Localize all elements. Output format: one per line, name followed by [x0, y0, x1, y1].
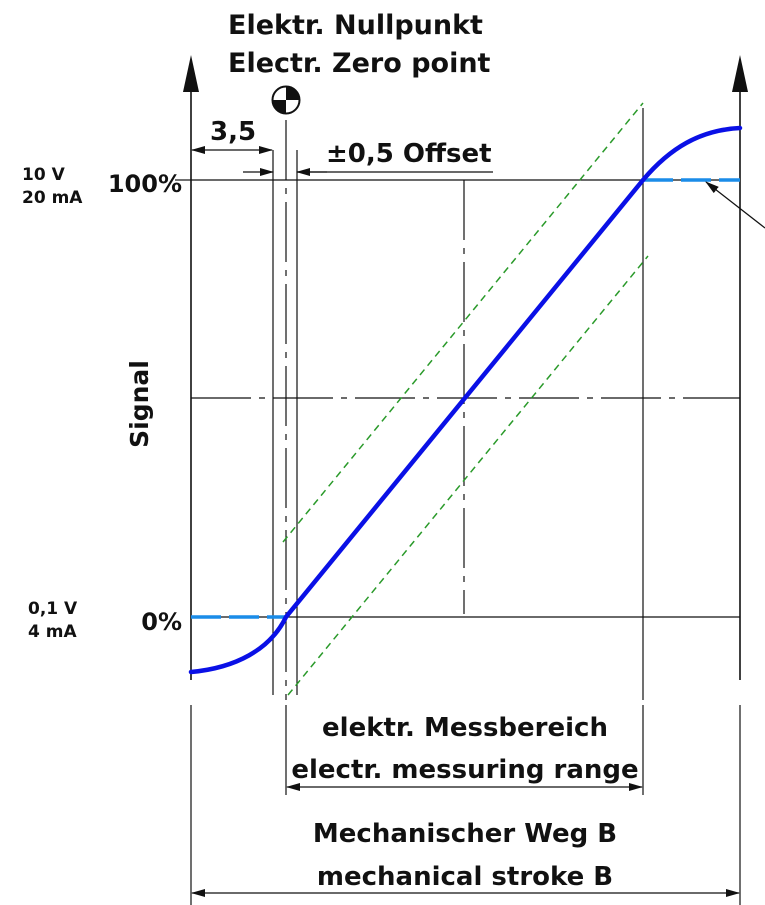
electrical-range-label-de: elektr. Messbereich [322, 713, 608, 743]
leader-arrow [705, 181, 765, 229]
dim-3-5-label: 3,5 [210, 117, 256, 147]
tolerance-band-lower [287, 255, 649, 696]
zero-point-symbol-icon [271, 85, 301, 115]
top-percent-label: 100% [108, 170, 182, 198]
zero-point-label-de: Elektr. Nullpunkt [228, 10, 483, 41]
zero-point-label-en: Electr. Zero point [228, 48, 491, 79]
bottom-value-ma: 4 mA [28, 622, 77, 642]
right-axis-arrow-icon [732, 55, 748, 92]
tolerance-band-upper [282, 102, 644, 543]
bottom-percent-label: 0% [141, 608, 182, 636]
mechanical-stroke-label-en: mechanical stroke B [317, 862, 613, 892]
signal-curve [188, 125, 743, 675]
top-value-ma: 20 mA [22, 188, 83, 208]
left-axis-arrow-icon [183, 55, 199, 92]
mechanical-stroke-label-de: Mechanischer Weg B [313, 819, 617, 849]
y-axis-label: Signal [125, 360, 154, 448]
top-value-v: 10 V [22, 165, 66, 185]
electrical-range-label-en: electr. messuring range [291, 755, 638, 785]
dim-offset-label: ±0,5 Offset [326, 139, 492, 169]
bottom-value-v: 0,1 V [28, 599, 78, 619]
